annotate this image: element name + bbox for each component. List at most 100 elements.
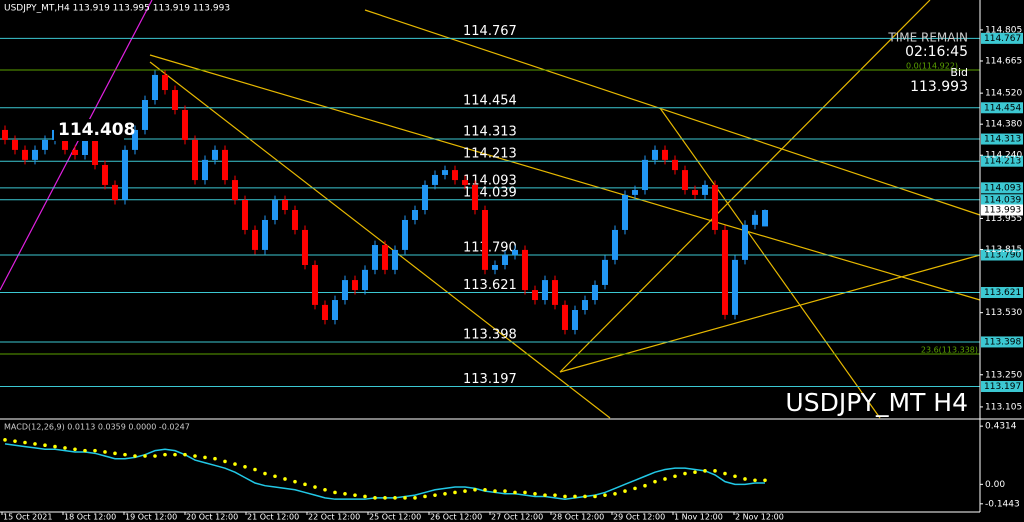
candle-body [242, 200, 248, 230]
signal-dot [263, 471, 267, 476]
x-tick-label: 1 Nov 12:00 [674, 513, 723, 522]
candle-body [142, 100, 148, 130]
candle-body [502, 255, 508, 265]
fib-label: 0.0(114.922) [906, 62, 958, 71]
candle-body [712, 184, 718, 230]
signal-dot [403, 496, 407, 500]
candle-body [472, 184, 478, 210]
trend-line [364, 9, 981, 216]
x-tick-label: 20 Oct 12:00 [186, 513, 238, 522]
trend-lines [0, 0, 981, 419]
candle-body [692, 190, 698, 195]
signal-dot [383, 496, 387, 500]
candle-body [32, 149, 38, 160]
candle-body [632, 190, 638, 195]
signal-dot [653, 479, 657, 484]
peak-label-bg [54, 119, 124, 141]
level-text: 114.039 [463, 185, 517, 200]
signal-dot [293, 479, 297, 484]
level-box-label: 114.093 [984, 183, 1021, 193]
candle-body [372, 245, 378, 270]
signal-dot [83, 448, 87, 453]
signal-dot [503, 489, 507, 493]
y-tick-label: 114.380 [985, 120, 1022, 130]
candles [2, 70, 768, 335]
level-box-label: 114.454 [984, 103, 1021, 113]
signal-dot [343, 491, 347, 496]
level-box [981, 155, 1023, 167]
signal-dot [173, 452, 177, 457]
signal-dot [573, 494, 577, 499]
y-tick-label: 113.250 [985, 370, 1022, 380]
candle-body [722, 229, 728, 315]
x-tick-label: 15 Oct 2021 [3, 513, 52, 522]
candle-body [762, 209, 768, 227]
signal-dot [233, 462, 237, 466]
signal-dot [73, 447, 77, 452]
level-text: 113.197 [463, 372, 517, 387]
candle-body [462, 180, 468, 185]
level-box [981, 381, 1023, 393]
candle-body [12, 139, 18, 150]
level-box [981, 182, 1023, 194]
levels: 114.767 114.767 114.454 114.454 114.313 114.3… [0, 24, 1023, 393]
fib-label: 23.6(113.338) [921, 346, 978, 355]
y-tick-label: 114.240 [985, 151, 1022, 161]
candle-body [352, 280, 358, 291]
y-tick-label: 113.530 [985, 308, 1022, 318]
candle-body [342, 280, 348, 301]
signal-dot [453, 490, 457, 495]
candle-body [252, 229, 258, 250]
candle-body [552, 280, 558, 305]
signal-dot [723, 471, 727, 476]
y-tick-label: 114.805 [985, 25, 1022, 35]
candle-body [22, 149, 28, 160]
candle-body [652, 149, 658, 160]
signal-dot [363, 494, 367, 499]
candle-body [192, 139, 198, 181]
candle-body [592, 284, 598, 301]
signal-dot [63, 446, 67, 450]
candle-body [742, 224, 748, 260]
signal-dot [713, 469, 717, 473]
signal-dot [373, 496, 377, 500]
signal-dot [333, 490, 337, 495]
level-box [981, 286, 1023, 298]
candle-body [72, 149, 78, 156]
level-box-label: 114.039 [984, 195, 1021, 205]
candle-body [42, 139, 48, 150]
candle-body [132, 129, 138, 150]
candle-body [562, 304, 568, 330]
trend-line [559, 0, 931, 373]
level-text: 113.398 [463, 327, 517, 342]
level-text: 114.093 [463, 173, 517, 188]
signal-dot [763, 478, 767, 483]
x-tick-label: 29 Oct 12:00 [613, 513, 665, 522]
candle-body [262, 219, 268, 250]
candle-body [412, 209, 418, 220]
candle-body [292, 209, 298, 230]
bid-box-label: 113.993 [984, 205, 1021, 215]
macd-label: MACD(12,26,9) 0.0113 0.0359 0.0000 -0.02… [4, 423, 190, 432]
signal-dot [483, 487, 487, 492]
signal-dot [213, 456, 217, 461]
signal-dot [543, 493, 547, 497]
level-box-label: 114.767 [984, 34, 1021, 44]
level-text: 113.621 [463, 278, 517, 293]
level-box [981, 102, 1023, 114]
level-box-label: 113.790 [984, 251, 1021, 261]
trend-line [149, 61, 611, 419]
y-tick-label: -0.1443 [985, 499, 1020, 509]
signal-dot [513, 490, 517, 495]
signal-dot [193, 454, 197, 458]
candle-body [452, 170, 458, 181]
x-tick-label: 25 Oct 12:00 [369, 513, 421, 522]
signal-dot [43, 443, 47, 448]
signal-dot [623, 489, 627, 493]
signal-dot [113, 451, 117, 456]
bid-value: 113.993 [910, 79, 968, 95]
level-box [981, 32, 1023, 44]
candle-body [482, 209, 488, 270]
bid-label: Bid [950, 66, 968, 79]
level-box [981, 194, 1023, 206]
